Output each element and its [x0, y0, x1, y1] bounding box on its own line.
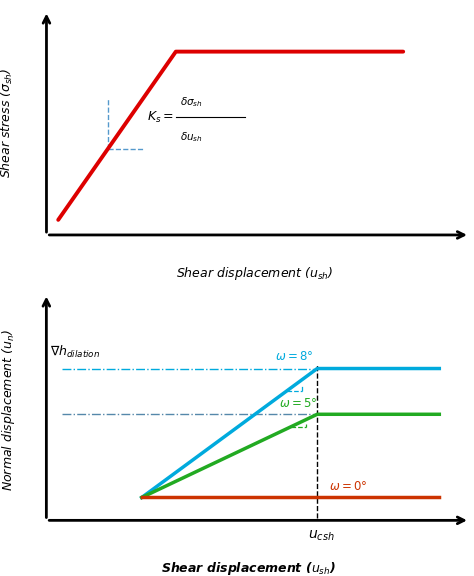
Text: Shear displacement ($u_{sh}$): Shear displacement ($u_{sh}$) [161, 560, 336, 576]
Text: $\omega = 0°$: $\omega = 0°$ [328, 480, 367, 493]
Text: Shear stress ($\sigma_{sh}$): Shear stress ($\sigma_{sh}$) [0, 67, 15, 178]
Text: $\nabla h_{dilation}$: $\nabla h_{dilation}$ [50, 344, 100, 360]
Text: $\omega = 8°$: $\omega = 8°$ [275, 350, 313, 363]
Text: $K_s=$: $K_s=$ [147, 110, 173, 125]
Text: $\omega = 5°$: $\omega = 5°$ [279, 397, 317, 410]
Text: $\delta u_{sh}$: $\delta u_{sh}$ [180, 130, 203, 144]
Text: $u_{csh}$: $u_{csh}$ [308, 529, 334, 543]
Text: Normal displacement ($u_n$): Normal displacement ($u_n$) [0, 329, 17, 491]
Text: $\delta\sigma_{sh}$: $\delta\sigma_{sh}$ [180, 95, 203, 109]
Text: Shear displacement ($u_{sh}$): Shear displacement ($u_{sh}$) [175, 265, 333, 282]
